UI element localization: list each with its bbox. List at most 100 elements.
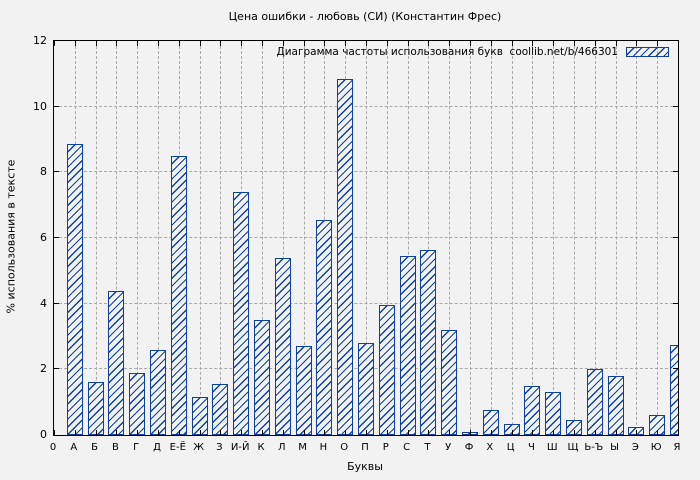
bar-П: [358, 343, 374, 435]
x-tick-mark: [95, 430, 97, 435]
chart-title: Цена ошибки - любовь (СИ) (Константин Фр…: [228, 10, 502, 23]
v-gridline: [220, 41, 222, 435]
x-tick-mark: [594, 430, 596, 435]
bar-Ш: [545, 392, 562, 435]
y-tick-label: 0: [40, 428, 47, 441]
x-tick-mark: [74, 41, 76, 46]
v-gridline: [553, 41, 555, 435]
legend-hatch-swatch-icon: [626, 46, 669, 57]
legend: Диаграмма частоты использования букв coo…: [277, 45, 669, 58]
x-tick-label: Д: [153, 442, 161, 453]
bar-З: [212, 384, 229, 435]
y-tick-mark: [54, 368, 59, 370]
x-tick-mark: [137, 41, 139, 46]
x-tick-label: К: [257, 442, 265, 453]
x-tick-mark: [95, 41, 97, 46]
x-tick-label: А: [70, 442, 78, 453]
x-tick-mark: [220, 41, 222, 46]
x-tick-label: Р: [382, 442, 389, 453]
x-tick-mark: [449, 41, 451, 46]
bar-И-Й: [233, 192, 250, 435]
x-tick-mark: [324, 430, 326, 435]
bar-Ь-Ъ: [586, 369, 603, 435]
v-gridline: [678, 41, 679, 435]
x-tick-mark: [594, 41, 596, 46]
x-axis-label: Буквы: [347, 460, 383, 473]
v-gridline: [282, 41, 284, 435]
bar-Ю: [649, 415, 666, 435]
y-tick-mark: [673, 237, 678, 238]
x-tick-label: Л: [278, 442, 286, 453]
x-tick-label: Ц: [506, 442, 515, 453]
v-gridline: [490, 41, 492, 435]
x-tick-label: Я: [673, 442, 681, 453]
v-gridline: [449, 41, 451, 435]
x-tick-mark: [449, 430, 451, 435]
x-tick-mark: [657, 430, 659, 435]
bar-Г: [129, 372, 146, 435]
x-tick-label: Н: [319, 442, 328, 453]
x-tick-label: Э: [631, 442, 639, 453]
v-gridline: [366, 41, 367, 435]
y-tick-label: 10: [33, 99, 47, 113]
bar-Ж: [191, 397, 208, 435]
bar-Я: [670, 344, 678, 435]
bar-Е-Ё: [170, 155, 187, 435]
x-tick-mark: [470, 430, 471, 435]
v-gridline: [574, 41, 575, 435]
x-tick-mark: [220, 430, 222, 435]
v-gridline: [407, 41, 409, 435]
x-tick-mark: [199, 430, 201, 435]
x-tick-mark: [428, 41, 430, 46]
bar-Х: [482, 410, 499, 435]
bar-У: [441, 329, 458, 435]
v-gridline: [470, 41, 471, 435]
bar-Б: [87, 382, 104, 435]
x-tick-mark: [553, 41, 555, 46]
v-gridline: [636, 41, 638, 435]
x-tick-mark: [386, 430, 388, 435]
v-gridline: [428, 41, 430, 435]
x-tick-mark: [553, 430, 555, 435]
x-tick-label: Х: [486, 442, 494, 453]
x-tick-label: С: [403, 442, 411, 453]
x-tick-label: Е-Ё: [169, 442, 186, 453]
x-tick-label: Г: [133, 442, 140, 453]
x-tick-mark: [282, 41, 284, 46]
bar-К: [254, 320, 270, 435]
x-tick-mark: [366, 430, 367, 435]
x-tick-label: М: [298, 442, 307, 453]
x-tick-label: Ш: [546, 442, 558, 453]
bar-Т: [420, 249, 437, 435]
plot-area: Диаграмма частоты использования букв coo…: [53, 40, 679, 436]
x-tick-mark: [678, 430, 679, 435]
x-tick-mark: [636, 430, 638, 435]
bar-В: [108, 290, 125, 435]
bar-Р: [378, 305, 395, 435]
x-tick-label: Щ: [567, 442, 579, 453]
x-tick-label: 0: [49, 442, 57, 453]
y-tick-mark: [54, 237, 59, 238]
x-tick-mark: [137, 430, 139, 435]
y-tick-label: 6: [40, 231, 47, 244]
x-tick-mark: [615, 41, 617, 46]
x-tick-label: Ч: [527, 442, 535, 453]
x-tick-label: Т: [424, 442, 431, 453]
v-gridline: [532, 41, 534, 435]
x-tick-label: Ю: [650, 442, 662, 453]
x-tick-mark: [428, 430, 430, 435]
bar-Ы: [607, 375, 624, 435]
x-tick-mark: [511, 41, 513, 46]
bar-Ч: [524, 385, 541, 435]
v-gridline: [137, 41, 139, 435]
x-tick-mark: [241, 430, 243, 435]
x-tick-label: Б: [91, 442, 99, 453]
v-gridline: [199, 41, 201, 435]
v-gridline: [615, 41, 617, 435]
x-tick-mark: [199, 41, 201, 46]
v-gridline: [158, 41, 159, 435]
x-tick-mark: [490, 41, 492, 46]
x-tick-label: У: [445, 442, 452, 453]
y-tick-mark: [54, 171, 59, 173]
x-tick-mark: [490, 430, 492, 435]
